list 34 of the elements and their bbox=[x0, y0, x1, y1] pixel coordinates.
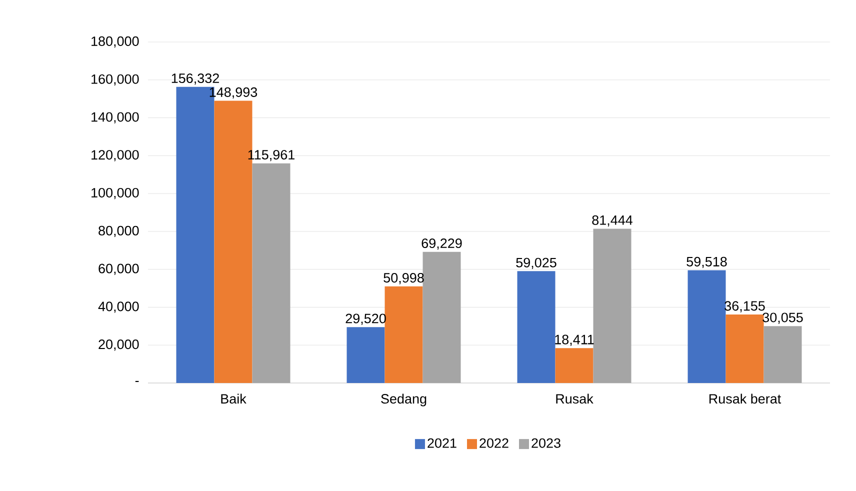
data-label: 156,332 bbox=[172, 73, 219, 85]
y-tick-label: 100,000 bbox=[92, 188, 139, 200]
bar bbox=[555, 348, 594, 383]
x-tick-label: Rusak bbox=[556, 394, 594, 404]
y-tick-label: 120,000 bbox=[92, 150, 139, 162]
y-tick-label: 140,000 bbox=[92, 112, 139, 124]
data-label: 18,411 bbox=[555, 334, 594, 346]
data-label: 59,025 bbox=[516, 258, 556, 269]
bar bbox=[252, 163, 290, 383]
bar bbox=[726, 314, 764, 383]
x-tick-label: Rusak berat bbox=[709, 394, 782, 404]
legend-label: 2023 bbox=[532, 438, 560, 448]
bar bbox=[764, 326, 802, 383]
data-label: 59,518 bbox=[686, 256, 727, 268]
y-tick-label: 160,000 bbox=[92, 74, 139, 86]
x-tick-label: Sedang bbox=[381, 394, 426, 406]
bar bbox=[422, 252, 461, 383]
data-label: 50,998 bbox=[384, 273, 424, 284]
x-tick-label: Baik bbox=[221, 394, 246, 404]
data-label: 81,444 bbox=[592, 215, 632, 227]
data-label: 69,229 bbox=[422, 238, 462, 250]
y-tick-label: 40,000 bbox=[98, 302, 139, 313]
y-tick-label: 80,000 bbox=[98, 226, 139, 238]
legend-label: 2021 bbox=[428, 438, 456, 448]
bar bbox=[346, 327, 385, 383]
y-tick-label: - bbox=[135, 380, 139, 382]
bar bbox=[688, 270, 726, 383]
y-tick-label: 20,000 bbox=[98, 340, 139, 351]
bar bbox=[593, 228, 632, 383]
legend-label: 2022 bbox=[480, 438, 508, 448]
y-tick-label: 60,000 bbox=[98, 264, 139, 275]
bar bbox=[517, 271, 556, 383]
y-tick-label: 180,000 bbox=[92, 36, 139, 48]
bar bbox=[384, 286, 423, 383]
